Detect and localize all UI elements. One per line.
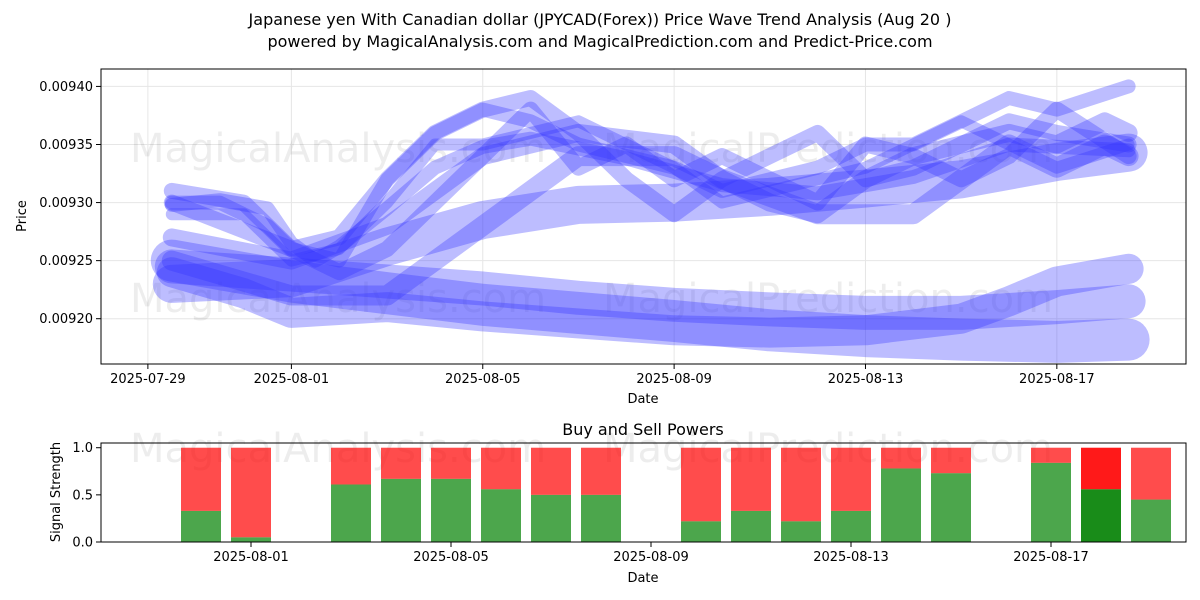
sell-power-bar xyxy=(481,447,521,490)
sell-power-bar xyxy=(531,447,571,495)
price-y-tick-label: 0.00920 xyxy=(39,312,93,327)
buy-power-bar xyxy=(581,494,621,542)
powers-x-axis-ticks: 2025-08-01 2025-08-05 2025-08-09 2025-08-13… xyxy=(213,542,1089,565)
sell-power-bar xyxy=(831,447,871,511)
wave-line-wave-6 xyxy=(164,79,1136,268)
price-x-axis-ticks: 2025-07-29 2025-08-01 2025-08-05 2025-08-09… xyxy=(110,364,1095,387)
watermark-prediction: MagicalPrediction.com xyxy=(603,426,1053,472)
sell-power-bar xyxy=(881,447,921,469)
powers-x-tick-label: 2025-08-17 xyxy=(1013,550,1089,565)
wave-line-wave-7 xyxy=(163,90,1137,257)
powers-x-tick-label: 2025-08-09 xyxy=(613,550,689,565)
powers-x-tick-label: 2025-08-01 xyxy=(213,550,289,565)
buy-power-bar xyxy=(1131,499,1171,542)
sell-power-bar xyxy=(331,447,371,485)
watermark-analysis: MagicalAnalysis.com xyxy=(130,126,546,172)
wave-line-wave-5 xyxy=(161,134,1139,306)
powers-x-tick-label: 2025-08-13 xyxy=(813,550,889,565)
buy-power-bar xyxy=(231,537,271,542)
buy-power-bar xyxy=(831,510,871,542)
powers-bars xyxy=(181,447,1171,542)
wave-line-trend-3 xyxy=(156,253,1144,348)
sell-power-bar xyxy=(681,447,721,522)
powers-x-axis-label: Date xyxy=(627,571,658,586)
wave-line-wave-1 xyxy=(164,131,1136,268)
price-y-axis-ticks: 0.00920 0.00925 0.00930 0.00935 0.00940 xyxy=(39,80,101,327)
watermark-prediction: MagicalPrediction.com xyxy=(603,126,1053,172)
wave-line-wave-2 xyxy=(163,101,1137,281)
sell-power-bar xyxy=(731,447,771,511)
price-y-tick-label: 0.00925 xyxy=(39,254,93,269)
buy-power-bar xyxy=(881,468,921,542)
sell-power-bar xyxy=(181,447,221,511)
chart-title-line-1: Japanese yen With Canadian dollar (JPYCA… xyxy=(248,10,952,29)
buy-power-bar xyxy=(1031,462,1071,542)
buy-power-bar xyxy=(431,478,471,542)
sell-power-bar xyxy=(1131,447,1171,500)
wave-line-wave-4 xyxy=(162,112,1138,270)
sell-power-bar xyxy=(931,447,971,474)
powers-x-tick-label: 2025-08-05 xyxy=(413,550,489,565)
price-wave-series xyxy=(150,79,1150,363)
wave-line-trend-4 xyxy=(152,133,1148,303)
powers-title: Buy and Sell Powers xyxy=(562,420,724,439)
sell-power-bar xyxy=(381,447,421,479)
powers-plot-frame xyxy=(100,442,1187,543)
price-y-tick-label: 0.00940 xyxy=(39,80,93,95)
watermark-prediction: MagicalPrediction.com xyxy=(603,276,1053,322)
price-plot-frame xyxy=(100,68,1187,365)
price-plot-watermarks: MagicalAnalysis.com MagicalPrediction.com… xyxy=(130,126,1053,322)
wave-line-trend-1 xyxy=(154,249,1146,330)
wave-line-wave-3 xyxy=(165,115,1135,267)
sell-power-bar xyxy=(781,447,821,522)
wave-line-trend-2 xyxy=(150,239,1150,363)
price-x-axis-label: Date xyxy=(627,392,658,407)
buy-power-bar xyxy=(381,478,421,542)
sell-power-bar xyxy=(1081,447,1121,490)
price-y-axis-label: Price xyxy=(15,200,30,232)
price-x-tick-label: 2025-08-01 xyxy=(254,372,330,387)
powers-y-axis-label: Signal Strength xyxy=(49,442,64,542)
powers-y-axis-ticks: 0.0 0.5 1.0 xyxy=(72,441,101,551)
buy-power-bar xyxy=(331,484,371,542)
buy-power-bar xyxy=(481,489,521,542)
buy-power-bar xyxy=(1081,489,1121,542)
sell-power-bar xyxy=(431,447,471,479)
sell-power-bar xyxy=(231,447,271,538)
buy-power-bar xyxy=(181,510,221,542)
powers-y-tick-label: 1.0 xyxy=(72,441,93,456)
price-x-tick-label: 2025-08-05 xyxy=(445,372,521,387)
powers-y-tick-label: 0.5 xyxy=(72,488,93,503)
powers-y-tick-label: 0.0 xyxy=(72,536,93,551)
watermark-analysis: MagicalAnalysis.com xyxy=(130,276,546,322)
price-x-tick-label: 2025-07-29 xyxy=(110,372,186,387)
sell-power-bar xyxy=(1031,447,1071,463)
price-x-tick-label: 2025-08-17 xyxy=(1019,372,1095,387)
price-x-tick-label: 2025-08-09 xyxy=(636,372,712,387)
buy-power-bar xyxy=(931,473,971,542)
buy-power-bar xyxy=(731,510,771,542)
chart-title-line-2: powered by MagicalAnalysis.com and Magic… xyxy=(267,32,933,51)
buy-power-bar xyxy=(531,494,571,542)
price-x-tick-label: 2025-08-13 xyxy=(828,372,904,387)
price-y-tick-label: 0.00930 xyxy=(39,196,93,211)
price-plot-grid xyxy=(101,69,1186,364)
price-y-tick-label: 0.00935 xyxy=(39,138,93,153)
buy-power-bar xyxy=(681,521,721,542)
sell-power-bar xyxy=(581,447,621,495)
buy-power-bar xyxy=(781,521,821,542)
